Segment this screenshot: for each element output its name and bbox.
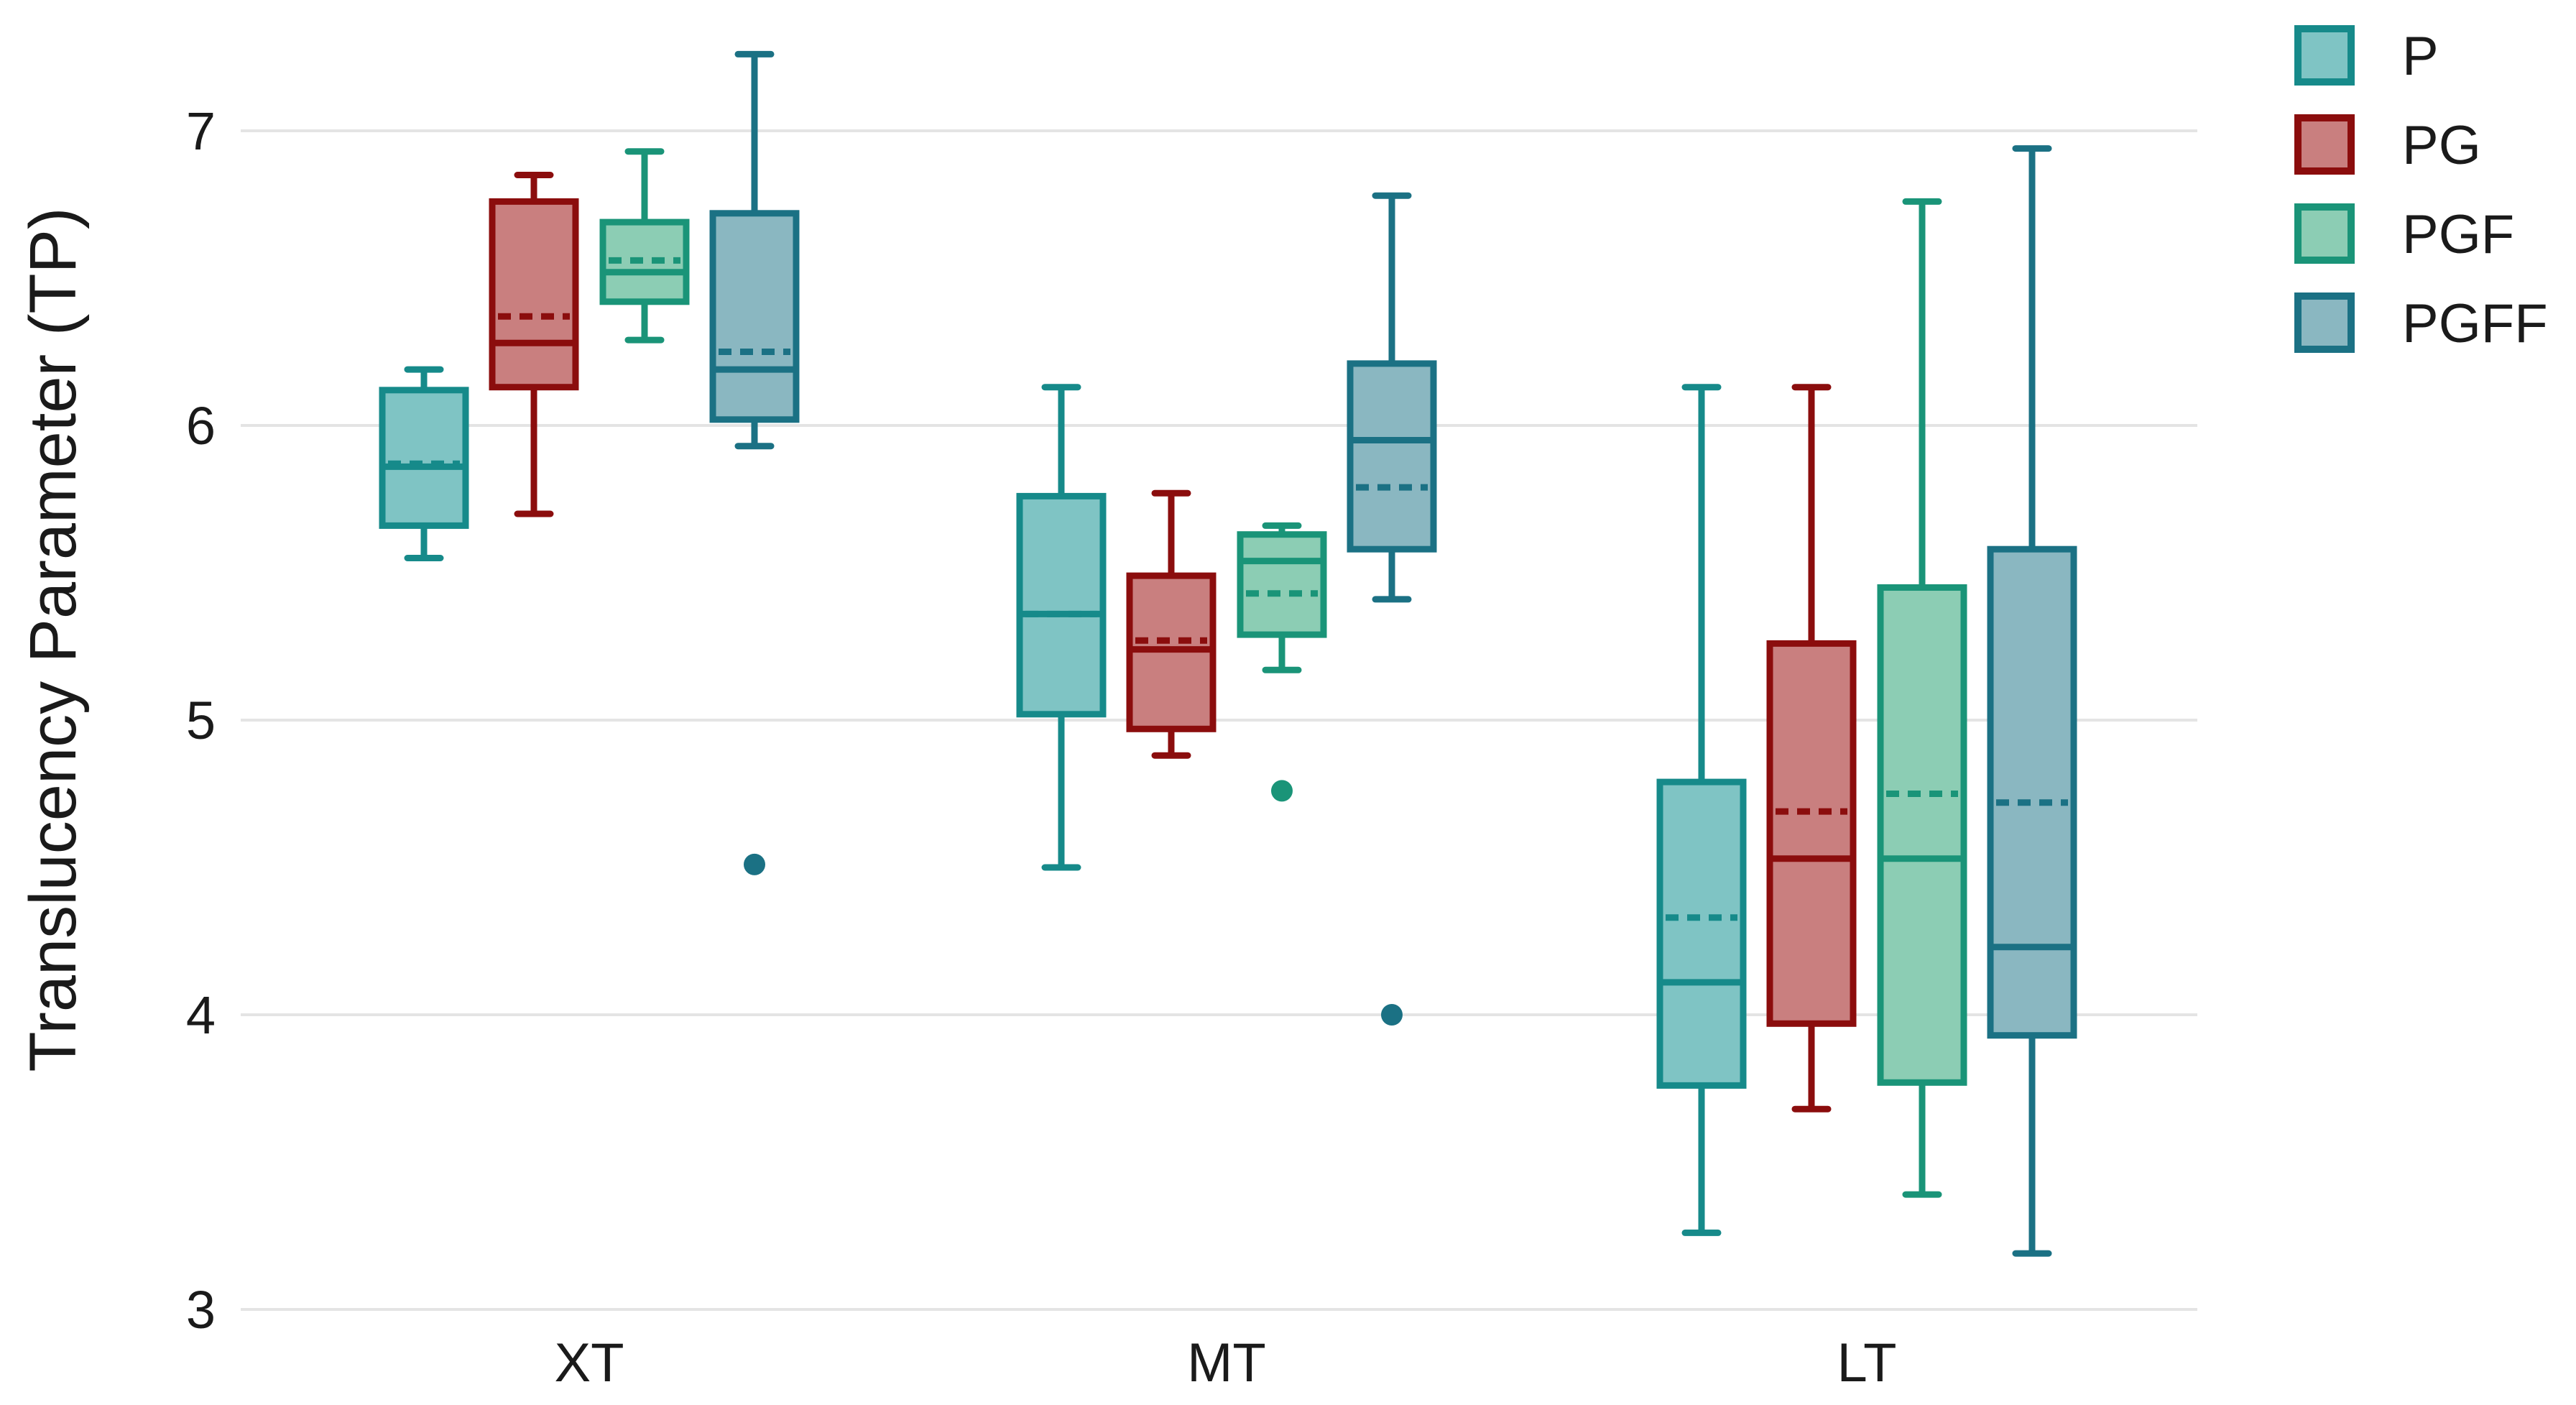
x-axis: XT MT LT (554, 1332, 1896, 1394)
y-tick-label: 7 (186, 101, 216, 161)
iqr-box (709, 210, 800, 423)
iqr-box (489, 198, 579, 391)
box-PGF-LT (1877, 198, 1967, 1198)
outlier-point (1271, 780, 1293, 802)
legend-label: PGF (2402, 204, 2514, 265)
box-P-XT (379, 366, 469, 561)
y-tick-label: 5 (186, 691, 216, 750)
y-tick-label: 3 (186, 1280, 216, 1340)
box-PGF-MT (1237, 522, 1327, 802)
legend-item-P: P (2294, 25, 2439, 87)
outlier-point (1381, 1004, 1403, 1026)
box-PG-LT (1766, 384, 1857, 1113)
x-tick-label: MT (1187, 1332, 1266, 1394)
legend-swatch (2294, 114, 2355, 175)
iqr-box (379, 387, 469, 529)
box-PGFF-LT (1987, 145, 2077, 1257)
iqr-box (1987, 545, 2077, 1039)
box-PGF-XT (599, 148, 690, 344)
legend-item-PGFF: PGFF (2294, 292, 2548, 354)
iqr-box (1016, 492, 1107, 718)
iqr-box (1347, 360, 1437, 553)
box-P-MT (1016, 384, 1107, 871)
legend-label: PG (2402, 115, 2481, 176)
legend-item-PGF: PGF (2294, 203, 2514, 265)
box-PGFF-MT (1347, 192, 1437, 1026)
legend-swatch (2294, 292, 2355, 353)
legend-swatch (2294, 25, 2355, 86)
box-PG-XT (489, 172, 579, 517)
y-tick-label: 6 (186, 396, 216, 456)
legend-item-PG: PG (2294, 114, 2481, 176)
y-tick-label: 4 (186, 985, 216, 1045)
box-P-LT (1656, 384, 1747, 1236)
gridlines (241, 129, 2197, 1311)
iqr-box (1237, 531, 1327, 638)
y-axis: 3 4 5 6 7 (186, 101, 216, 1340)
legend-label: P (2402, 26, 2439, 87)
iqr-box (1877, 584, 1967, 1086)
x-tick-label: LT (1837, 1332, 1896, 1394)
iqr-box (1766, 640, 1857, 1027)
box-PGFF-XT (709, 50, 800, 875)
outlier-point (744, 853, 765, 875)
box-PG-MT (1126, 489, 1217, 759)
plot-area (379, 50, 2077, 1257)
legend-swatch (2294, 203, 2355, 264)
legend: P PG PGF PGFF (2294, 25, 2548, 354)
x-tick-label: XT (554, 1332, 624, 1394)
iqr-box (1656, 778, 1747, 1089)
legend-label: PGFF (2402, 293, 2548, 354)
y-axis-title: Translucency Parameter (TP) (17, 207, 90, 1072)
